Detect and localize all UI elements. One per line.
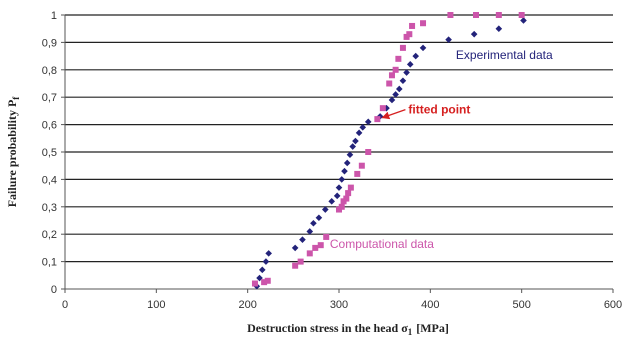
data-point	[495, 12, 502, 18]
data-point	[347, 184, 354, 191]
data-point	[262, 258, 270, 265]
data-point	[399, 44, 406, 51]
data-point	[392, 91, 399, 98]
y-tick-label-9: 0,9	[42, 37, 57, 49]
annotation-computational-data: Computational data	[330, 237, 434, 251]
y-tick-label-1: 0,1	[42, 257, 57, 269]
x-tick-label-5: 500	[512, 299, 530, 311]
data-point	[343, 195, 350, 202]
x-tick-label-3: 300	[330, 299, 348, 311]
data-point	[345, 190, 352, 197]
data-point	[335, 184, 343, 191]
data-point	[333, 192, 341, 200]
y-tick-labels: 0 0,1 0,2 0,3 0,4 0,5 0,6 0,7 0,8 0,9 1	[42, 10, 57, 296]
x-tick-label-0: 0	[62, 299, 68, 311]
series-computational	[251, 12, 525, 287]
x-tick-label-6: 600	[604, 299, 622, 311]
data-point	[310, 219, 317, 227]
data-point	[447, 12, 454, 18]
data-point	[261, 279, 268, 286]
y-tick-label-7: 0,7	[42, 92, 57, 104]
annotation-experimental-data: Experimental data	[456, 48, 553, 62]
data-point	[403, 69, 410, 76]
data-point	[470, 30, 478, 38]
data-point	[352, 137, 359, 145]
data-point	[322, 206, 329, 213]
axes	[61, 14, 614, 293]
data-point	[406, 61, 414, 68]
data-point	[420, 20, 427, 27]
data-point	[343, 159, 351, 167]
data-point	[395, 55, 402, 62]
y-tick-label-4: 0,4	[42, 174, 57, 186]
y-tick-label-0: 0	[51, 284, 57, 296]
data-point	[520, 17, 527, 24]
x-axis-title: Destruction stress in the head σ1 [MPa]	[247, 321, 449, 337]
data-point	[315, 214, 323, 222]
y-axis-title: Failure probability Pf	[5, 96, 21, 208]
data-point	[365, 149, 372, 155]
data-point	[388, 72, 395, 79]
data-point	[406, 31, 413, 38]
data-point	[354, 170, 361, 177]
data-point	[338, 203, 345, 210]
data-point	[338, 176, 346, 183]
series-layer	[251, 12, 527, 290]
data-point	[346, 151, 354, 159]
data-point	[292, 262, 299, 269]
data-point	[291, 244, 299, 252]
data-point	[299, 236, 306, 243]
data-point	[409, 22, 416, 29]
annotations-layer: Experimental data Computational data fitte…	[330, 48, 553, 251]
y-tick-label-8: 0,8	[42, 65, 57, 77]
x-tick-label-2: 200	[238, 299, 256, 311]
x-tick-label-4: 400	[421, 299, 439, 311]
annotation-fitted-point: fitted point	[408, 103, 470, 117]
data-point	[264, 277, 271, 284]
x-tick-label-1: 100	[147, 299, 165, 311]
data-point	[399, 77, 407, 85]
data-point	[412, 52, 420, 60]
x-tick-labels: 0 100 200 300 400 500 600	[62, 299, 622, 311]
data-point	[386, 80, 393, 87]
data-point	[306, 250, 313, 257]
data-point	[358, 162, 365, 169]
data-point	[392, 66, 399, 73]
data-point	[359, 124, 367, 131]
data-point	[317, 242, 324, 249]
data-point	[341, 167, 348, 175]
data-point	[379, 105, 386, 112]
y-tick-label-10: 1	[51, 10, 57, 22]
data-point	[312, 244, 319, 251]
data-point	[473, 12, 479, 18]
y-tick-label-6: 0,6	[42, 120, 57, 132]
data-point	[306, 228, 314, 235]
data-point	[388, 96, 396, 104]
y-tick-label-5: 0,5	[42, 147, 57, 159]
data-point	[495, 25, 503, 32]
data-point	[419, 44, 427, 52]
data-point	[328, 198, 335, 205]
data-point	[297, 258, 304, 265]
data-point	[251, 280, 258, 287]
data-point	[518, 12, 525, 18]
y-tick-label-2: 0,2	[42, 229, 57, 241]
y-tick-label-3: 0,3	[42, 202, 57, 214]
data-point	[355, 129, 363, 137]
data-point	[349, 143, 356, 150]
data-point	[364, 118, 372, 126]
data-point	[395, 85, 403, 93]
data-point	[265, 250, 272, 257]
data-point	[445, 36, 452, 43]
data-point	[383, 104, 390, 112]
data-point	[374, 116, 381, 123]
fitted-point-arrow	[381, 109, 406, 120]
data-point	[323, 233, 330, 240]
data-point	[258, 266, 266, 274]
